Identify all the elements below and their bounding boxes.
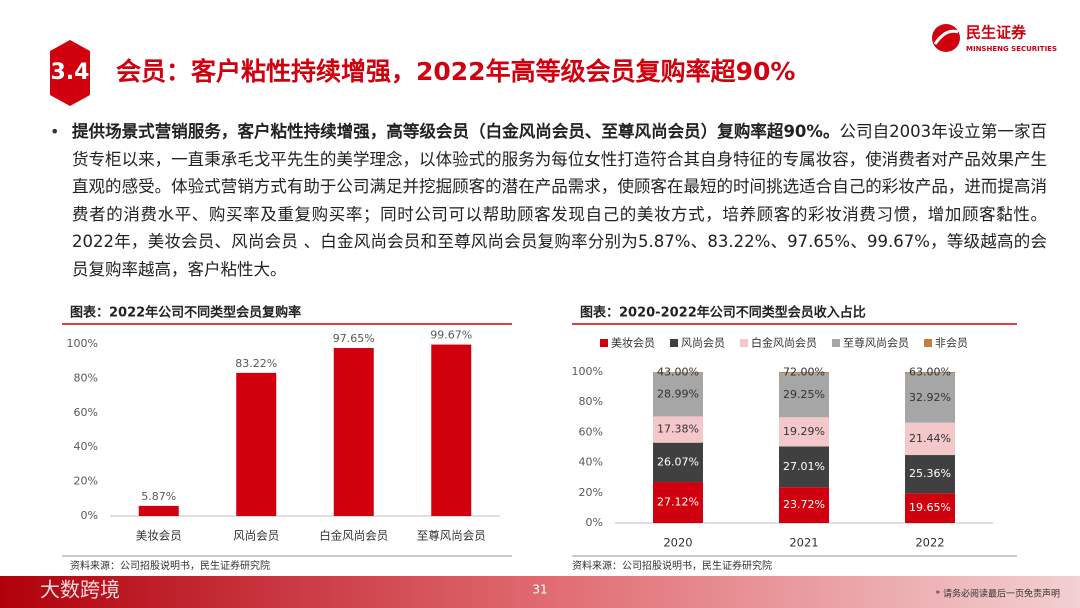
page-number: 31 — [532, 583, 547, 597]
x-tick-label: 白金风尚会员 — [319, 529, 388, 543]
body-bold: 提供场景式营销服务，客户粘性持续增强，高等级会员（白金风尚会员、至尊风尚会员）复… — [72, 122, 840, 141]
logo-text: 民生证券 — [966, 24, 1027, 42]
data-label: 23.72% — [783, 498, 825, 511]
logo-swoosh — [933, 29, 959, 45]
legend-swatch — [670, 339, 678, 347]
legend-swatch — [740, 339, 748, 347]
data-label: 19.65% — [909, 501, 951, 514]
y-tick-label: 40% — [74, 440, 98, 453]
logo-en: MINSHENG SECURITIES — [966, 45, 1057, 53]
data-label: 19.29% — [783, 425, 825, 438]
data-label: 5.87% — [141, 490, 176, 503]
bar — [333, 348, 374, 516]
bar-segment — [779, 487, 829, 523]
data-label: 83.22% — [235, 357, 277, 370]
data-label: 17.38% — [657, 423, 699, 436]
y-tick-label: 100% — [572, 365, 603, 378]
data-label: 21.44% — [909, 432, 951, 445]
legend-swatch — [832, 339, 840, 347]
bar-segment — [779, 372, 829, 374]
data-label: 25.36% — [909, 467, 951, 480]
y-tick-label: 60% — [74, 406, 98, 419]
bullet: • — [50, 122, 60, 141]
disclaimer: * 请务必阅读最后一页免责声明 — [936, 588, 1060, 600]
section-number: 3.4 — [51, 60, 90, 85]
legend-label: 风尚会员 — [681, 336, 725, 350]
y-tick-label: 100% — [67, 337, 98, 350]
y-tick-label: 0% — [586, 516, 603, 529]
bar-segment — [653, 442, 703, 483]
y-tick-label: 20% — [74, 475, 98, 488]
y-tick-label: 80% — [579, 395, 603, 408]
legend-swatch — [924, 339, 932, 347]
bar-segment — [653, 416, 703, 443]
legend-label: 至尊风尚会员 — [843, 336, 909, 350]
data-label: 27.01% — [783, 460, 825, 473]
data-label: 27.12% — [657, 496, 699, 509]
bar-segment — [905, 493, 955, 523]
bar-segment — [779, 373, 829, 418]
x-tick-label: 2021 — [789, 536, 818, 550]
bar — [236, 372, 277, 516]
footer-bar — [0, 576, 1080, 608]
data-label: 26.07% — [657, 455, 699, 468]
data-label: 72.00% — [783, 366, 825, 379]
chart-title: 图表：2020-2022年公司不同类型会员收入占比 — [580, 305, 866, 321]
y-tick-label: 20% — [579, 486, 603, 499]
legend-label: 非会员 — [935, 337, 968, 350]
bar-segment — [905, 372, 955, 373]
x-tick-label: 至尊风尚会员 — [417, 529, 486, 543]
bar-segment — [779, 417, 829, 447]
data-label: 28.99% — [657, 388, 699, 401]
data-label: 29.25% — [783, 388, 825, 401]
legend-label: 白金风尚会员 — [751, 336, 817, 350]
slide-title: 会员：客户粘性持续增强，2022年高等级会员复购率超90% — [116, 57, 795, 86]
bar-segment — [905, 422, 955, 456]
bar-segment — [779, 446, 829, 488]
logo-icon — [932, 24, 960, 52]
bar-segment — [653, 372, 703, 373]
source: 资料来源：公司招股说明书，民生证券研究院 — [70, 559, 270, 572]
legend-swatch — [600, 339, 608, 347]
y-tick-label: 40% — [579, 456, 603, 469]
section-badge — [50, 40, 90, 106]
body-normal: 公司自2003年设立第一家百货专柜以来，一直秉承毛戈平先生的美学理念，以体验式的… — [72, 122, 1047, 279]
data-label: 99.67% — [430, 329, 472, 342]
bar-segment — [653, 372, 703, 417]
y-tick-label: 0% — [81, 509, 98, 522]
data-label: 43.00% — [657, 365, 699, 378]
watermark: 大数跨境 — [40, 578, 120, 602]
bar-segment — [905, 372, 955, 423]
bar — [431, 344, 472, 516]
bar-segment — [653, 482, 703, 523]
x-tick-label: 2020 — [663, 536, 692, 550]
x-tick-label: 风尚会员 — [233, 529, 279, 543]
body-text: 提供场景式营销服务，客户粘性持续增强，高等级会员（白金风尚会员、至尊风尚会员）复… — [72, 118, 1047, 283]
y-tick-label: 60% — [579, 425, 603, 438]
legend-label: 美妆会员 — [611, 337, 655, 350]
data-label: 63.00% — [909, 365, 951, 378]
data-label: 32.92% — [909, 391, 951, 404]
data-label: 97.65% — [333, 332, 375, 345]
x-tick-label: 2022 — [915, 536, 944, 550]
chart-title: 图表：2022年公司不同类型会员复购率 — [70, 305, 301, 321]
bar-segment — [905, 455, 955, 494]
source: 资料来源：公司招股说明书，民生证券研究院 — [572, 559, 772, 572]
y-tick-label: 80% — [74, 371, 98, 384]
bar — [138, 505, 179, 516]
x-tick-label: 美妆会员 — [136, 529, 182, 543]
